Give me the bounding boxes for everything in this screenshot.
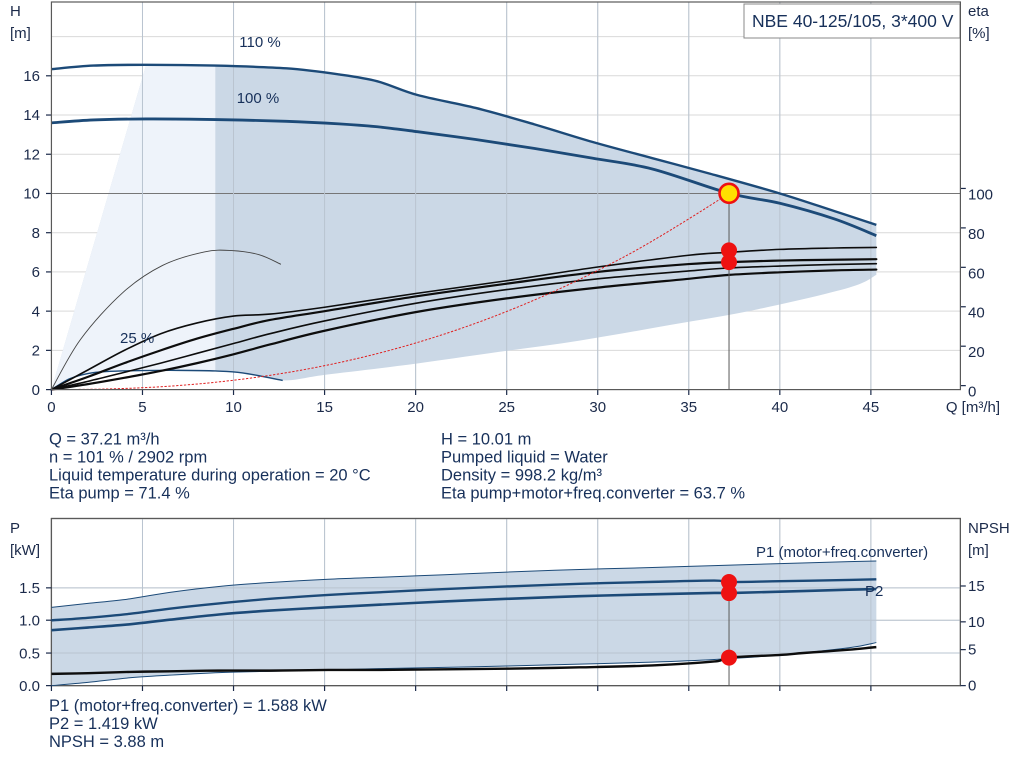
svg-text:14: 14 (23, 107, 40, 124)
svg-text:10: 10 (23, 186, 40, 203)
svg-text:25: 25 (498, 399, 515, 416)
svg-text:H = 10.01 m: H = 10.01 m (441, 431, 531, 449)
svg-text:Liquid temperature during oper: Liquid temperature during operation = 20… (49, 467, 371, 485)
svg-text:2: 2 (32, 343, 40, 360)
svg-text:110 %: 110 % (239, 34, 280, 51)
svg-text:P1 (motor+freq.converter): P1 (motor+freq.converter) (756, 544, 928, 561)
svg-text:[m]: [m] (968, 542, 989, 559)
svg-text:30: 30 (589, 399, 606, 416)
svg-text:20: 20 (968, 344, 985, 361)
svg-text:10: 10 (968, 614, 985, 631)
svg-text:5: 5 (138, 399, 146, 416)
svg-text:0: 0 (968, 384, 976, 401)
svg-text:12: 12 (23, 146, 40, 163)
svg-text:H: H (10, 3, 21, 20)
svg-text:5: 5 (968, 642, 976, 659)
svg-text:4: 4 (32, 303, 40, 320)
svg-text:Q = 37.21 m³/h: Q = 37.21 m³/h (49, 431, 160, 449)
svg-text:0.0: 0.0 (19, 678, 40, 695)
svg-text:[%]: [%] (968, 25, 990, 42)
svg-text:45: 45 (863, 399, 880, 416)
svg-text:15: 15 (968, 578, 985, 595)
svg-text:80: 80 (968, 226, 985, 243)
svg-text:Pumped liquid = Water: Pumped liquid = Water (441, 449, 608, 467)
svg-text:100: 100 (968, 187, 993, 204)
svg-text:40: 40 (968, 305, 985, 322)
svg-text:10: 10 (225, 399, 242, 416)
svg-text:0: 0 (32, 382, 40, 399)
svg-text:P2: P2 (865, 583, 883, 600)
svg-text:60: 60 (968, 265, 985, 282)
svg-text:Eta pump = 71.4 %: Eta pump = 71.4 % (49, 485, 190, 503)
svg-text:NPSH: NPSH (968, 520, 1010, 537)
svg-text:40: 40 (771, 399, 788, 416)
svg-text:8: 8 (32, 225, 40, 242)
svg-text:25 %: 25 % (120, 330, 154, 347)
svg-text:P2 = 1.419 kW: P2 = 1.419 kW (49, 715, 158, 733)
svg-text:1.0: 1.0 (19, 612, 40, 629)
svg-text:6: 6 (32, 264, 40, 281)
svg-text:35: 35 (680, 399, 697, 416)
svg-text:15: 15 (316, 399, 333, 416)
svg-text:Density = 998.2 kg/m³: Density = 998.2 kg/m³ (441, 467, 602, 485)
svg-text:NPSH = 3.88 m: NPSH = 3.88 m (49, 733, 164, 751)
svg-text:20: 20 (407, 399, 424, 416)
svg-text:Q [m³/h]: Q [m³/h] (946, 399, 1000, 416)
svg-text:NBE 40-125/105, 3*400 V: NBE 40-125/105, 3*400 V (752, 11, 954, 31)
svg-text:0: 0 (47, 399, 55, 416)
svg-text:P1 (motor+freq.converter) = 1.: P1 (motor+freq.converter) = 1.588 kW (49, 697, 327, 715)
svg-text:1.5: 1.5 (19, 580, 40, 597)
svg-text:P: P (10, 520, 20, 537)
svg-text:0: 0 (968, 677, 976, 694)
svg-text:[kW]: [kW] (10, 542, 40, 559)
svg-text:n = 101 % / 2902 rpm: n = 101 % / 2902 rpm (49, 449, 207, 467)
svg-text:Eta pump+motor+freq.converter: Eta pump+motor+freq.converter = 63.7 % (441, 485, 745, 503)
svg-text:0.5: 0.5 (19, 645, 40, 662)
svg-text:100 %: 100 % (237, 90, 280, 107)
svg-text:eta: eta (968, 3, 990, 20)
svg-text:[m]: [m] (10, 25, 31, 42)
svg-text:16: 16 (23, 68, 40, 85)
